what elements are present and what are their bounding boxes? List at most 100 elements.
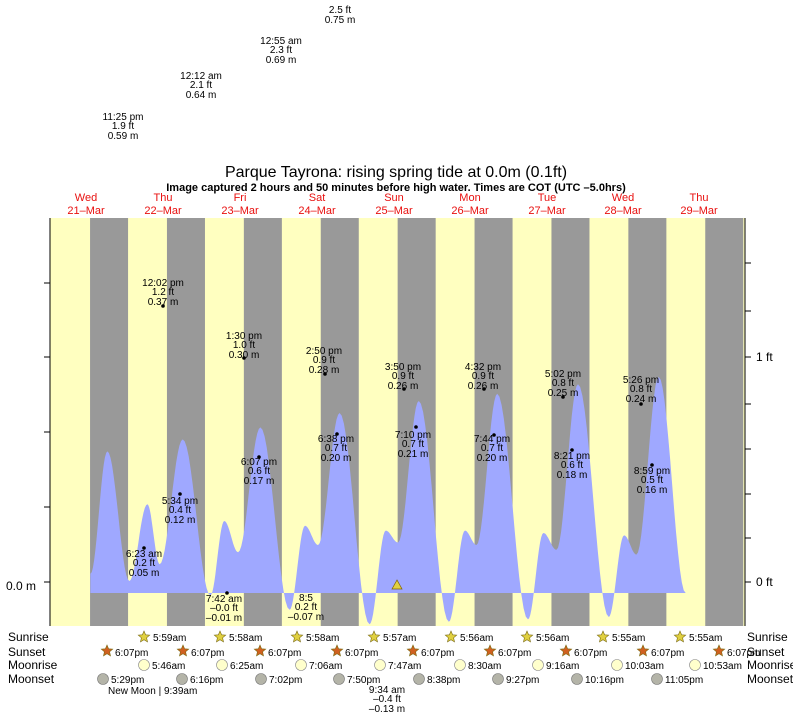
tide-point — [402, 387, 406, 391]
day-label-date: 23–Mar — [221, 205, 259, 217]
sunrise-item: 5:56am — [444, 630, 493, 644]
tide-height-ft: 2.5 ft — [329, 5, 351, 16]
tide-time: 5:02 pm — [545, 369, 581, 380]
tide-label: 8:50.2 ft–0.07 m — [288, 593, 324, 623]
tide-time: 7:10 pm — [395, 430, 431, 441]
moonrise-time: 9:16am — [546, 661, 579, 672]
sunset-item: 6:07pm — [559, 644, 607, 659]
tide-label: 2:50 pm0.9 ft0.28 m — [306, 346, 342, 376]
tide-point — [225, 591, 229, 595]
tide-time: 12:02 pm — [142, 278, 184, 289]
axis-label-zero-ft: 0 ft — [756, 575, 773, 589]
moonset-item: 5:29pm — [97, 673, 144, 686]
tide-height-m: 0.25 m — [548, 388, 579, 399]
moonrise-item: 5:46am — [138, 659, 185, 672]
tide-height-ft: 0.2 ft — [133, 558, 155, 569]
tide-height-m: 0.26 m — [468, 381, 499, 392]
moonset-time: 10:16pm — [585, 675, 624, 686]
sunset-item: 6:07pm — [330, 644, 378, 659]
tide-height-m: 0.28 m — [309, 365, 340, 376]
tide-height-m: 0.16 m — [637, 485, 668, 496]
moonrise-item: 7:06am — [295, 659, 342, 672]
moonset-time: 6:16pm — [190, 675, 223, 686]
tide-height-ft: 0.8 ft — [630, 384, 652, 395]
moonrise-time: 10:03am — [625, 661, 664, 672]
tide-label: 3:50 pm0.9 ft0.26 m — [385, 362, 421, 392]
moonset-time: 8:38pm — [427, 675, 460, 686]
tide-time: 7:44 pm — [474, 434, 510, 445]
day-label-dow: Mon — [459, 192, 480, 204]
day-label-date: 28–Mar — [604, 205, 642, 217]
tide-time: 2:50 pm — [306, 346, 342, 357]
sunset-time: 6:07pm — [268, 648, 301, 659]
tide-height-ft: 0.5 ft — [641, 475, 663, 486]
tide-height-ft: 0.6 ft — [248, 466, 270, 477]
moonset-time: 7:50pm — [347, 675, 380, 686]
tide-time: 6:23 am — [126, 549, 162, 560]
tide-label: 7:44 pm0.7 ft0.20 m — [474, 434, 510, 464]
tide-point — [335, 432, 339, 436]
tide-time: 4:32 pm — [465, 362, 501, 373]
tide-height-ft: 0.2 ft — [295, 602, 317, 613]
new-moon-label: New Moon | 9:39am — [108, 686, 197, 697]
tide-height-ft: 0.6 ft — [561, 460, 583, 471]
day-labels: Wed21–MarThu22–MarFri23–MarSat24–MarSun2… — [67, 192, 718, 217]
sunrise-time: 5:56am — [536, 633, 569, 644]
tide-label: 4:32 pm0.9 ft0.26 m — [465, 362, 501, 392]
tide-label: 5:02 pm0.8 ft0.25 m — [545, 369, 581, 399]
tide-point — [161, 304, 165, 308]
moonset-time: 7:02pm — [269, 675, 302, 686]
moonrise-time: 7:06am — [309, 661, 342, 672]
day-label-date: 27–Mar — [528, 205, 566, 217]
chart-header: Parque Tayrona: rising spring tide at 0.… — [166, 164, 626, 194]
moonrise-item: 6:25am — [216, 659, 263, 672]
tide-point — [142, 546, 146, 550]
moonset-item: 10:16pm — [571, 673, 624, 686]
tide-height-ft: 0.9 ft — [313, 355, 335, 366]
tide-time: 8:5 — [299, 593, 313, 604]
tide-height-ft: –0.4 ft — [373, 694, 401, 705]
tide-label: 11:25 pm1.9 ft0.59 m — [103, 112, 144, 142]
tide-label: 8:21 pm0.6 ft0.18 m — [554, 451, 590, 481]
tide-height-m: 0.37 m — [148, 297, 179, 308]
day-label-dow: Thu — [690, 192, 709, 204]
tide-height-m: 0.30 m — [229, 350, 260, 361]
tide-height-m: 0.21 m — [398, 449, 429, 460]
tide-point — [414, 425, 418, 429]
row-label-right: Sunrise — [747, 630, 788, 644]
moonrise-item: 9:16am — [532, 659, 579, 672]
moonrise-time: 5:46am — [152, 661, 185, 672]
sunset-time: 6:07pm — [191, 648, 224, 659]
axis-label-zero-m: 0.0 m — [6, 579, 36, 593]
tide-height-m: 0.75 m — [325, 15, 356, 26]
tide-time: 6:38 pm — [318, 434, 354, 445]
sunset-time: 6:07pm — [651, 648, 684, 659]
tide-height-ft: 0.7 ft — [325, 443, 347, 454]
tide-height-ft: 0.8 ft — [552, 378, 574, 389]
tide-label: 5:34 pm0.4 ft0.12 m — [162, 496, 198, 526]
tide-point — [639, 402, 643, 406]
chart-title: Parque Tayrona: rising spring tide at 0.… — [225, 164, 567, 181]
sunset-item: 6:07pm — [253, 644, 301, 659]
tide-label: 6:07 pm0.6 ft0.17 m — [241, 457, 277, 487]
tide-time: 8:21 pm — [554, 451, 590, 462]
tide-height-ft: –0.0 ft — [210, 603, 238, 614]
day-label-dow: Sat — [309, 192, 326, 204]
tide-height-ft: 1.0 ft — [233, 340, 255, 351]
sunrise-time: 5:59am — [153, 633, 186, 644]
moonset-item: 7:50pm — [333, 673, 380, 686]
tide-height-ft: 1.2 ft — [152, 287, 174, 298]
row-label-left: Moonset — [8, 672, 55, 686]
tide-point — [492, 433, 496, 437]
sunset-time: 6:07pm — [498, 648, 531, 659]
row-label-right: Moonrise — [747, 658, 793, 672]
sunset-time: 6:07pm — [345, 648, 378, 659]
tide-marks — [142, 304, 654, 595]
sunrise-item: 5:57am — [367, 630, 416, 644]
sunrise-item: 5:59am — [137, 630, 186, 644]
tide-time: 1:30 pm — [226, 331, 262, 342]
sunrise-time: 5:58am — [229, 633, 262, 644]
day-label-dow: Tue — [538, 192, 557, 204]
moonset-time: 5:29pm — [111, 675, 144, 686]
